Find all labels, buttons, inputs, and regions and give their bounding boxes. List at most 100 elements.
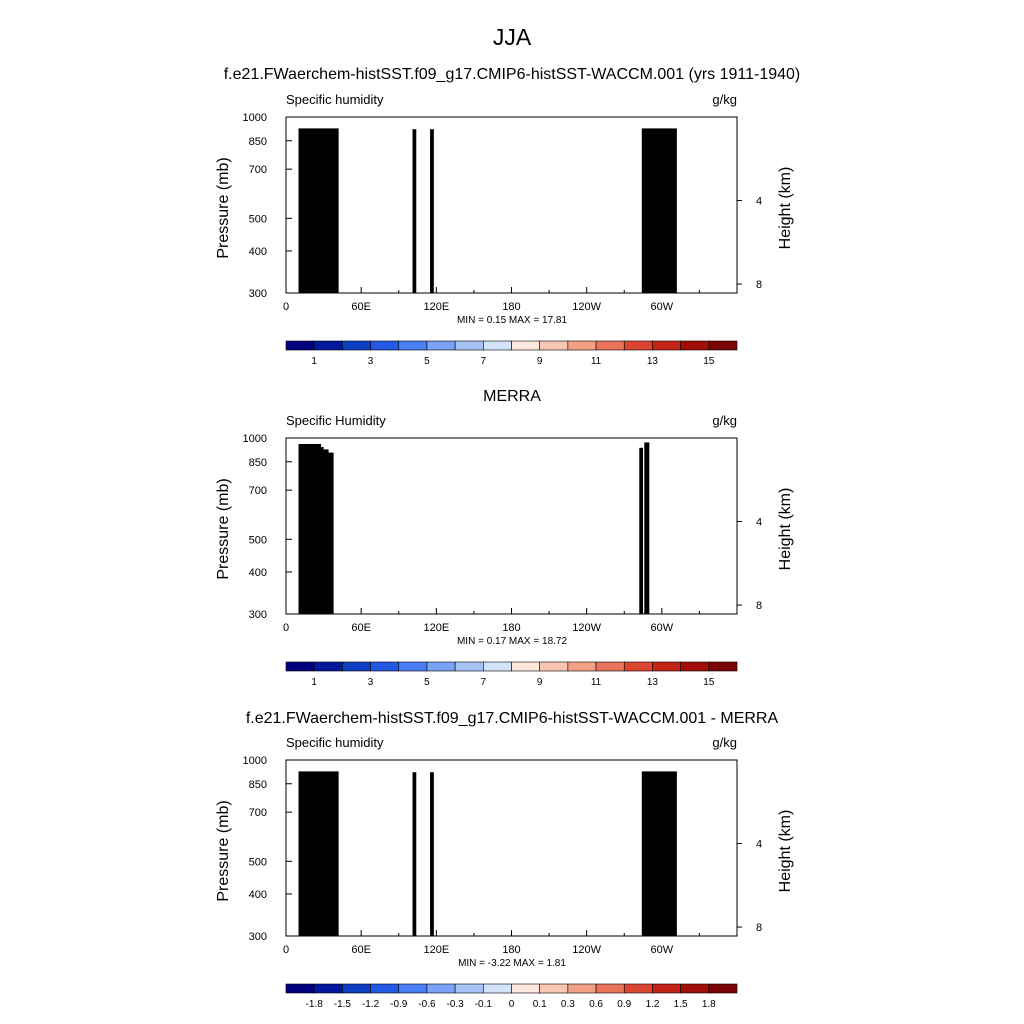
y2-tick-label: 4 xyxy=(756,196,762,208)
colorbar-box xyxy=(342,661,371,672)
terrain-block xyxy=(641,128,677,293)
y-tick-label: 400 xyxy=(249,567,267,579)
y2-axis-label: Height (km) xyxy=(777,167,794,250)
x-tick-label: 60W xyxy=(651,622,674,634)
colorbar-label: 1 xyxy=(311,677,317,688)
colorbar-label: 5 xyxy=(424,677,430,688)
y-tick-label: 1000 xyxy=(243,112,267,124)
x-tick-label: 60W xyxy=(651,301,674,313)
terrain-block xyxy=(321,137,332,293)
y-axis-label: Pressure (mb) xyxy=(215,478,232,579)
colorbar-box xyxy=(539,661,569,672)
colorbar-box xyxy=(595,340,625,351)
colorbar-label: 11 xyxy=(591,677,602,688)
colorbar-box xyxy=(483,661,512,672)
colorbar-box xyxy=(680,340,710,351)
terrain-block xyxy=(321,449,329,614)
colorbar-box xyxy=(567,661,597,672)
figure-title: JJA xyxy=(493,24,532,50)
colorbar-box xyxy=(652,661,681,672)
terrain-block xyxy=(313,447,324,614)
colorbar-box xyxy=(652,340,681,351)
colorbar-box xyxy=(511,661,540,672)
x-tick-label: 120W xyxy=(572,622,601,634)
y2-tick-label: 8 xyxy=(756,600,762,612)
colorbar-label: 7 xyxy=(481,356,487,367)
panel-1: f.e21.FWaerchem-histSST.f09_g17.CMIP6-hi… xyxy=(215,66,800,367)
y-tick-label: 300 xyxy=(249,288,267,300)
y-tick-label: 400 xyxy=(249,246,267,258)
x-tick-label: 120W xyxy=(572,301,601,313)
y2-tick-label: 8 xyxy=(756,279,762,291)
y-tick-label: 850 xyxy=(249,457,267,469)
colorbar-box xyxy=(483,340,512,351)
colorbar-label: 5 xyxy=(424,356,430,367)
colorbar-box xyxy=(398,340,428,351)
colorbar-box xyxy=(370,661,400,672)
panel-3: f.e21.FWaerchem-histSST.f09_g17.CMIP6-hi… xyxy=(215,710,794,1010)
terrain-block xyxy=(639,447,644,614)
colorbar-label: 9 xyxy=(537,677,543,688)
colorbar-box xyxy=(398,661,428,672)
terrain-block xyxy=(327,452,334,614)
plot-frame xyxy=(285,437,738,615)
colorbar-box xyxy=(623,340,653,351)
left-label: Specific humidity xyxy=(286,735,384,750)
colorbar-label: 7 xyxy=(481,677,487,688)
colorbar-box xyxy=(708,661,738,672)
colorbar-box xyxy=(680,661,710,672)
x-tick-label: 0 xyxy=(283,301,289,313)
right-label: g/kg xyxy=(712,92,737,107)
left-label: Specific humidity xyxy=(286,92,384,107)
colorbar-label: 15 xyxy=(703,677,715,688)
colorbar-box xyxy=(426,340,456,351)
y-tick-label: 500 xyxy=(249,213,267,225)
terrain-block xyxy=(430,129,434,293)
colorbar: 1 3 5 7 9 11 13 15 xyxy=(285,340,738,367)
colorbar-box xyxy=(454,340,484,351)
y-tick-label: 300 xyxy=(249,609,267,621)
colorbar-label: 11 xyxy=(591,356,602,367)
left-label: Specific Humidity xyxy=(286,413,386,428)
colorbar-box xyxy=(313,661,343,672)
colorbar-box xyxy=(313,340,343,351)
colorbar-box xyxy=(285,661,315,672)
terrain-block xyxy=(644,442,650,614)
panel-2: MERRA Specific Humidity g/kg 0 60E 120E 180 120… xyxy=(215,388,794,688)
y-tick-label: 1000 xyxy=(243,433,267,445)
y-tick-label: 850 xyxy=(249,136,267,148)
colorbar-label: 15 xyxy=(703,356,715,367)
panel-title: MERRA xyxy=(483,388,541,405)
x-tick-label: 60E xyxy=(351,301,371,313)
x-tick-label: 120E xyxy=(423,301,449,313)
colorbar: 1 3 5 7 9 11 13 15 xyxy=(285,661,738,688)
colorbar-label: 13 xyxy=(647,677,659,688)
colorbar-label: 3 xyxy=(368,356,374,367)
colorbar-box xyxy=(342,340,371,351)
panel-title: f.e21.FWaerchem-histSST.f09_g17.CMIP6-hi… xyxy=(246,710,779,727)
min-max-stats: MIN = 0.15 MAX = 17.81 xyxy=(457,315,567,326)
colorbar-box xyxy=(595,661,625,672)
panel-title: f.e21.FWaerchem-histSST.f09_g17.CMIP6-hi… xyxy=(224,66,801,83)
colorbar-box xyxy=(285,340,315,351)
colorbar-box xyxy=(426,661,456,672)
x-tick-label: 180 xyxy=(502,301,520,313)
colorbar-box xyxy=(511,340,540,351)
right-label: g/kg xyxy=(712,413,737,428)
colorbar-box xyxy=(567,340,597,351)
y-tick-label: 500 xyxy=(249,534,267,546)
x-tick-label: 60E xyxy=(351,622,371,634)
right-label: g/kg xyxy=(712,735,737,750)
y-tick-label: 700 xyxy=(249,164,267,176)
y2-axis-label: Height (km) xyxy=(777,488,794,571)
colorbar-label: 1 xyxy=(311,356,317,367)
colorbar-box xyxy=(370,340,400,351)
y-axis-label: Pressure (mb) xyxy=(215,157,232,258)
colorbar-box xyxy=(539,340,569,351)
x-tick-label: 120E xyxy=(423,622,449,634)
terrain-block xyxy=(412,129,417,293)
colorbar-label: 3 xyxy=(368,677,374,688)
y2-tick-label: 4 xyxy=(756,517,762,529)
min-max-stats: MIN = 0.17 MAX = 18.72 xyxy=(457,636,567,647)
